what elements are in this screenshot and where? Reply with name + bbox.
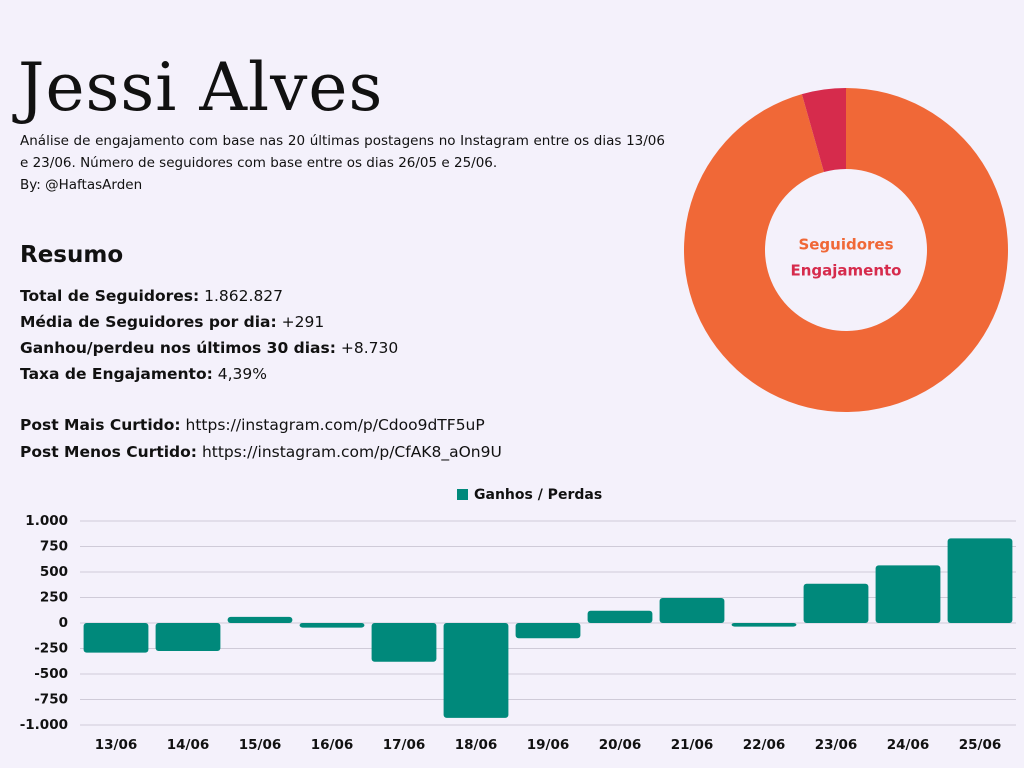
y-tick-label: 1.000 [25, 513, 68, 529]
bar-13-06 [83, 623, 149, 653]
bar-22-06 [731, 623, 797, 627]
x-tick-label: 24/06 [887, 737, 930, 753]
most-liked-post-link[interactable]: https://instagram.com/p/Cdoo9dTF5uP [185, 416, 485, 434]
y-tick-label: 500 [40, 564, 68, 580]
stat-value: +291 [281, 313, 325, 331]
x-tick-label: 19/06 [527, 737, 570, 753]
bar-14-06 [155, 623, 221, 652]
bar-20-06 [587, 610, 653, 623]
y-tick-label: 0 [59, 615, 68, 631]
legend-label: Ganhos / Perdas [474, 487, 602, 503]
stat-value: 1.862.827 [204, 287, 284, 305]
stat-gain-loss-30-days: Ganhou/perdeu nos últimos 30 dias: +8.73… [20, 335, 398, 361]
bar-15-06 [227, 616, 293, 623]
y-tick-label: 750 [40, 539, 68, 555]
stat-total-followers: Total de Seguidores: 1.862.827 [20, 283, 398, 309]
summary-heading: Resumo [20, 242, 124, 268]
stat-value: +8.730 [340, 339, 399, 357]
x-tick-label: 14/06 [167, 737, 210, 753]
y-tick-label: 250 [40, 590, 68, 606]
donut-slice-engajamento [801, 88, 846, 173]
link-label: Post Mais Curtido: [20, 416, 181, 434]
stat-engagement-rate: Taxa de Engajamento: 4,39% [20, 361, 398, 387]
x-tick-label: 18/06 [455, 737, 498, 753]
engagement-donut-chart: Seguidores Engajamento [684, 88, 1008, 413]
page-title: Jessi Alves [18, 49, 384, 126]
gains-losses-bar-chart: 1.000 750 500 250 0 -250 -500 -750 -1.000 13/06 14… [20, 487, 1016, 753]
bar-24-06 [875, 565, 941, 623]
x-tick-label: 15/06 [239, 737, 282, 753]
most-liked-post: Post Mais Curtido: https://instagram.com… [20, 412, 502, 439]
legend-swatch [457, 489, 468, 500]
x-tick-label: 25/06 [959, 737, 1002, 753]
donut-legend-engajamento: Engajamento [790, 262, 901, 280]
x-tick-label: 13/06 [95, 737, 138, 753]
bar-17-06 [371, 623, 437, 662]
y-tick-label: -750 [34, 692, 68, 708]
donut-legend-seguidores: Seguidores [798, 236, 893, 254]
least-liked-post: Post Menos Curtido: https://instagram.co… [20, 439, 502, 466]
y-tick-label: -250 [34, 641, 68, 657]
stat-label: Taxa de Engajamento: [20, 365, 213, 383]
post-links: Post Mais Curtido: https://instagram.com… [20, 412, 502, 466]
least-liked-post-link[interactable]: https://instagram.com/p/CfAK8_aOn9U [201, 443, 502, 461]
stat-label: Média de Seguidores por dia: [20, 313, 277, 331]
link-label: Post Menos Curtido: [20, 443, 198, 461]
bar-18-06 [443, 623, 509, 718]
bar-25-06 [947, 538, 1013, 623]
donut-slice-seguidores [684, 88, 1008, 413]
x-tick-label: 23/06 [815, 737, 858, 753]
stat-value: 4,39% [217, 365, 267, 383]
stat-avg-followers-per-day: Média de Seguidores por dia: +291 [20, 309, 398, 335]
bar-21-06 [659, 598, 725, 623]
stat-label: Total de Seguidores: [20, 287, 200, 305]
description: Análise de engajamento com base nas 20 ú… [20, 133, 665, 171]
bar-16-06 [299, 623, 365, 628]
x-tick-label: 22/06 [743, 737, 786, 753]
x-tick-label: 16/06 [311, 737, 354, 753]
bar-19-06 [515, 623, 581, 639]
x-tick-label: 21/06 [671, 737, 714, 753]
summary-stats: Total de Seguidores: 1.862.827 Média de … [20, 283, 398, 387]
bar-23-06 [803, 583, 869, 623]
x-tick-label: 17/06 [383, 737, 426, 753]
stat-label: Ganhou/perdeu nos últimos 30 dias: [20, 339, 336, 357]
y-tick-label: -1.000 [20, 717, 68, 733]
x-tick-label: 20/06 [599, 737, 642, 753]
byline: By: @HaftasArden [20, 177, 143, 193]
y-tick-label: -500 [34, 666, 68, 682]
